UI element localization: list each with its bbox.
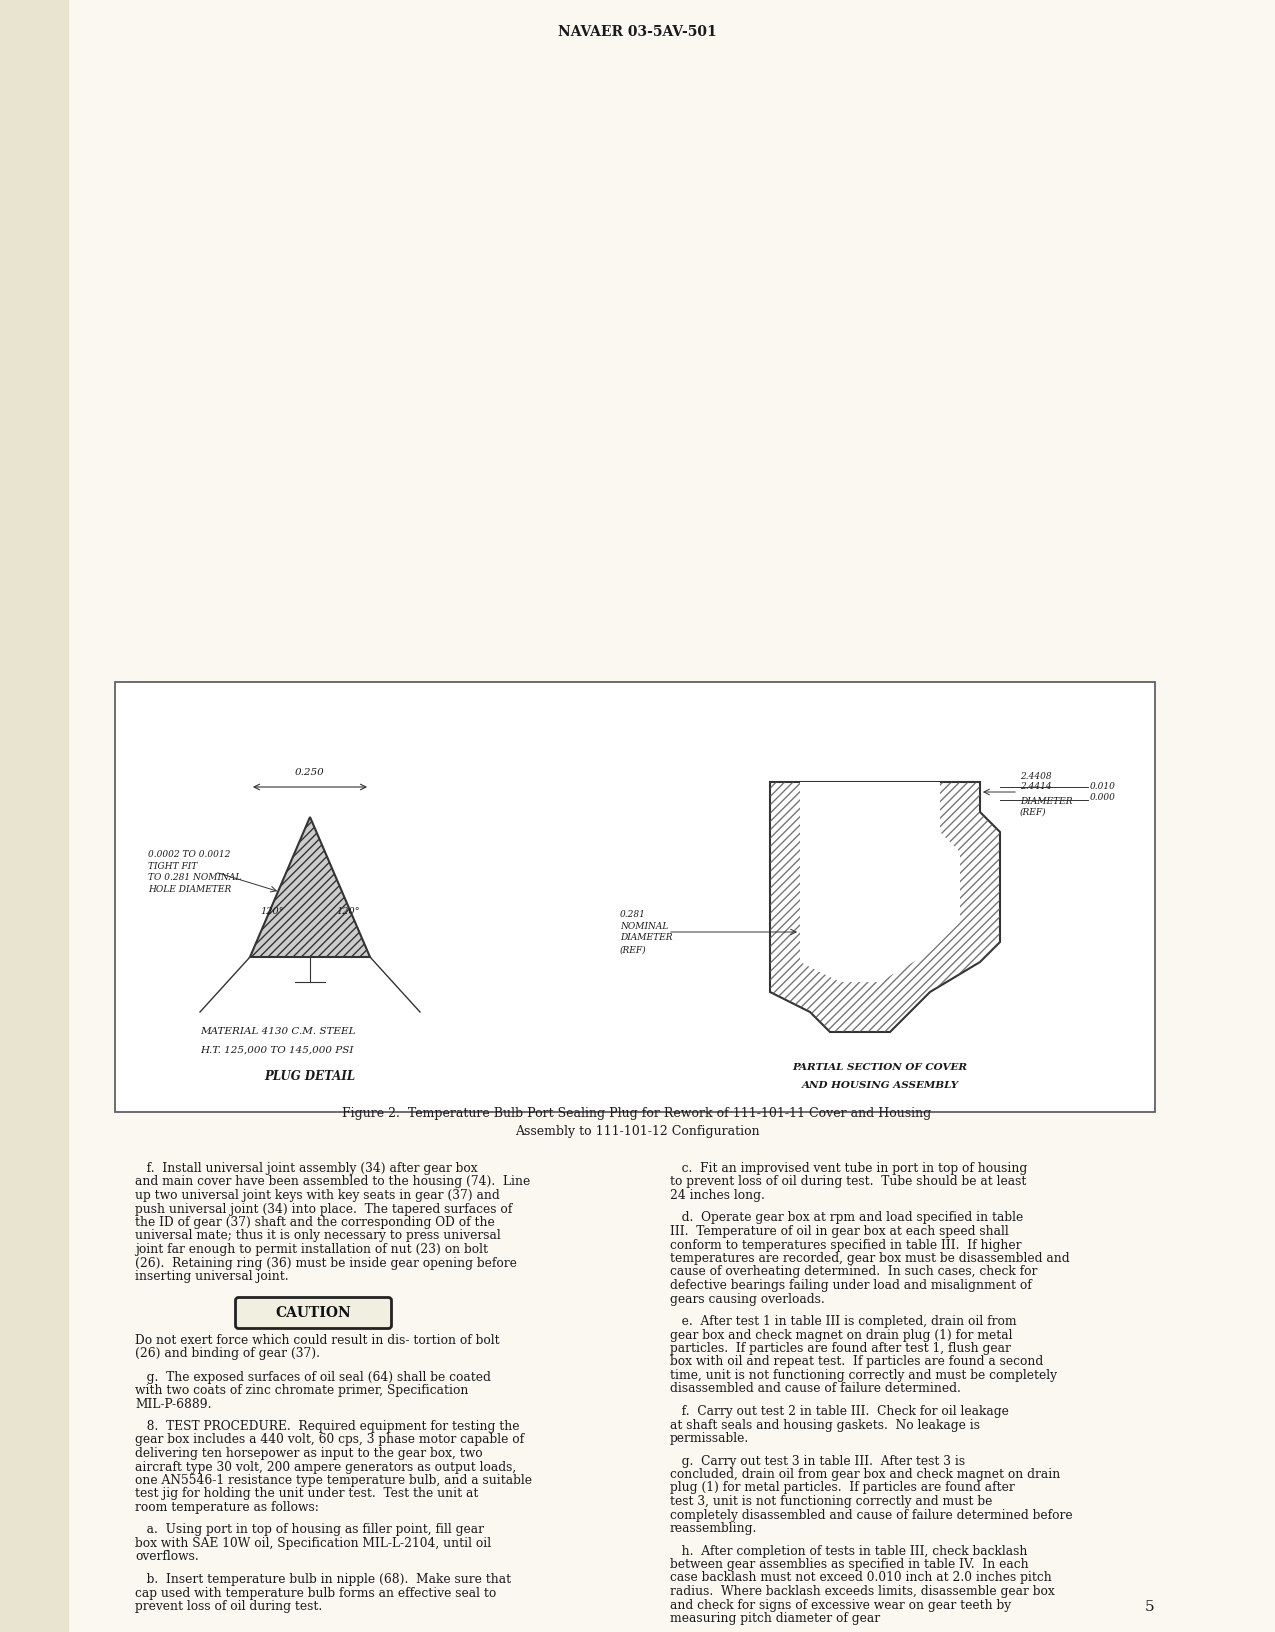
Text: joint far enough to permit installation of nut (23) on bolt: joint far enough to permit installation … [135,1244,488,1257]
Text: reassembling.: reassembling. [669,1523,757,1536]
Text: cause of overheating determined.  In such cases, check for: cause of overheating determined. In such… [669,1265,1038,1278]
Bar [0,0,68,1632]
Text: one AN5546-1 resistance type temperature bulb, and a suitable: one AN5546-1 resistance type temperature… [135,1474,532,1487]
Text: 120°: 120° [260,907,284,917]
Text: conform to temperatures specified in table III.  If higher: conform to temperatures specified in tab… [669,1239,1021,1252]
Text: e.  After test 1 in table III is completed, drain oil from: e. After test 1 in table III is complete… [669,1315,1016,1328]
Text: 8.  TEST PROCEDURE.  Required equipment for testing the: 8. TEST PROCEDURE. Required equipment fo… [135,1420,519,1433]
Text: gear box and check magnet on drain plug (1) for metal: gear box and check magnet on drain plug … [669,1328,1012,1342]
Text: AND HOUSING ASSEMBLY: AND HOUSING ASSEMBLY [802,1080,959,1090]
Text: delivering ten horsepower as input to the gear box, two: delivering ten horsepower as input to th… [135,1448,483,1461]
Text: g.  Carry out test 3 in table III.  After test 3 is: g. Carry out test 3 in table III. After … [669,1454,965,1467]
Text: case backlash must not exceed 0.010 inch at 2.0 inches pitch: case backlash must not exceed 0.010 inch… [669,1572,1052,1585]
Text: Do not exert force which could result in dis- tortion of bolt: Do not exert force which could result in… [135,1333,500,1346]
FancyBboxPatch shape [236,1297,391,1328]
Bar [115,682,1155,1111]
Text: cap used with temperature bulb forms an effective seal to: cap used with temperature bulb forms an … [135,1586,496,1599]
Text: permissable.: permissable. [669,1431,750,1444]
Polygon shape [770,782,1000,1031]
Text: the ID of gear (37) shaft and the corresponding OD of the: the ID of gear (37) shaft and the corres… [135,1216,495,1229]
Text: test jig for holding the unit under test.  Test the unit at: test jig for holding the unit under test… [135,1487,478,1500]
Text: 0.0002 TO 0.0012
TIGHT FIT
TO 0.281 NOMINAL
HOLE DIAMETER: 0.0002 TO 0.0012 TIGHT FIT TO 0.281 NOMI… [148,850,241,894]
Text: and check for signs of excessive wear on gear teeth by: and check for signs of excessive wear on… [669,1598,1011,1611]
Text: between gear assemblies as specified in table IV.  In each: between gear assemblies as specified in … [669,1559,1029,1572]
Text: and main cover have been assembled to the housing (74).  Line: and main cover have been assembled to th… [135,1175,530,1188]
Text: 0.010
0.000: 0.010 0.000 [1090,782,1116,801]
Text: room temperature as follows:: room temperature as follows: [135,1501,319,1514]
Text: to prevent loss of oil during test.  Tube should be at least: to prevent loss of oil during test. Tube… [669,1175,1026,1188]
Text: (26).  Retaining ring (36) must be inside gear opening before: (26). Retaining ring (36) must be inside… [135,1257,516,1270]
Text: a.  Using port in top of housing as filler point, fill gear: a. Using port in top of housing as fille… [135,1524,484,1536]
Text: temperatures are recorded, gear box must be disassembled and: temperatures are recorded, gear box must… [669,1252,1070,1265]
Text: time, unit is not functioning correctly and must be completely: time, unit is not functioning correctly … [669,1369,1057,1382]
Text: MIL-P-6889.: MIL-P-6889. [135,1397,212,1410]
Text: overflows.: overflows. [135,1550,199,1563]
Text: NAVAER 03-5AV-501: NAVAER 03-5AV-501 [557,24,717,39]
Text: H.T. 125,000 TO 145,000 PSI: H.T. 125,000 TO 145,000 PSI [200,1046,353,1054]
Text: prevent loss of oil during test.: prevent loss of oil during test. [135,1599,323,1612]
Text: f.  Install universal joint assembly (34) after gear box: f. Install universal joint assembly (34)… [135,1162,478,1175]
Text: f.  Carry out test 2 in table III.  Check for oil leakage: f. Carry out test 2 in table III. Check … [669,1405,1009,1418]
Text: aircraft type 30 volt, 200 ampere generators as output loads,: aircraft type 30 volt, 200 ampere genera… [135,1461,516,1474]
Text: defective bearings failing under load and misalignment of: defective bearings failing under load an… [669,1279,1031,1293]
Text: g.  The exposed surfaces of oil seal (64) shall be coated: g. The exposed surfaces of oil seal (64)… [135,1371,491,1384]
Text: box with SAE 10W oil, Specification MIL-L-2104, until oil: box with SAE 10W oil, Specification MIL-… [135,1537,491,1550]
Text: 24 inches long.: 24 inches long. [669,1190,765,1203]
Text: 5: 5 [1145,1599,1155,1614]
Text: inserting universal joint.: inserting universal joint. [135,1270,288,1283]
Text: III.  Temperature of oil in gear box at each speed shall: III. Temperature of oil in gear box at e… [669,1226,1009,1239]
Text: 2.4408
2.4414: 2.4408 2.4414 [1020,772,1052,792]
Text: push universal joint (34) into place.  The tapered surfaces of: push universal joint (34) into place. Th… [135,1203,513,1216]
Text: particles.  If particles are found after test 1, flush gear: particles. If particles are found after … [669,1342,1011,1355]
Text: gears causing overloads.: gears causing overloads. [669,1293,825,1306]
Text: c.  Fit an improvised vent tube in port in top of housing: c. Fit an improvised vent tube in port i… [669,1162,1028,1175]
Text: up two universal joint keys with key seats in gear (37) and: up two universal joint keys with key sea… [135,1190,500,1203]
Text: b.  Insert temperature bulb in nipple (68).  Make sure that: b. Insert temperature bulb in nipple (68… [135,1573,511,1586]
Text: PARTIAL SECTION OF COVER: PARTIAL SECTION OF COVER [793,1062,968,1072]
Text: (26) and binding of gear (37).: (26) and binding of gear (37). [135,1346,320,1359]
Text: plug (1) for metal particles.  If particles are found after: plug (1) for metal particles. If particl… [669,1482,1015,1495]
Text: DIAMETER
(REF): DIAMETER (REF) [1020,796,1072,816]
Text: radius.  Where backlash exceeds limits, disassemble gear box: radius. Where backlash exceeds limits, d… [669,1585,1054,1598]
Text: d.  Operate gear box at rpm and load specified in table: d. Operate gear box at rpm and load spec… [669,1211,1024,1224]
Text: gear box includes a 440 volt, 60 cps, 3 phase motor capable of: gear box includes a 440 volt, 60 cps, 3 … [135,1433,524,1446]
Text: PLUG DETAIL: PLUG DETAIL [264,1071,356,1084]
Text: disassembled and cause of failure determined.: disassembled and cause of failure determ… [669,1382,961,1395]
Text: completely disassembled and cause of failure determined before: completely disassembled and cause of fai… [669,1508,1072,1521]
Text: test 3, unit is not functioning correctly and must be: test 3, unit is not functioning correctl… [669,1495,992,1508]
Polygon shape [250,818,370,956]
Text: box with oil and repeat test.  If particles are found a second: box with oil and repeat test. If particl… [669,1356,1043,1369]
Text: 0.281
NOMINAL
DIAMETER
(REF): 0.281 NOMINAL DIAMETER (REF) [620,909,672,955]
Text: measuring pitch diameter of gear: measuring pitch diameter of gear [669,1612,880,1625]
Text: concluded, drain oil from gear box and check magnet on drain: concluded, drain oil from gear box and c… [669,1469,1061,1480]
Text: CAUTION: CAUTION [275,1306,352,1320]
Text: universal mate; thus it is only necessary to press universal: universal mate; thus it is only necessar… [135,1229,501,1242]
Text: with two coats of zinc chromate primer, Specification: with two coats of zinc chromate primer, … [135,1384,468,1397]
Text: 120°: 120° [337,907,360,917]
Text: at shaft seals and housing gaskets.  No leakage is: at shaft seals and housing gaskets. No l… [669,1418,980,1431]
Text: h.  After completion of tests in table III, check backlash: h. After completion of tests in table II… [669,1544,1028,1557]
Text: 0.250: 0.250 [295,769,325,777]
Text: Figure 2.  Temperature Bulb Port Sealing Plug for Rework of 111-101-11 Cover and: Figure 2. Temperature Bulb Port Sealing … [343,1106,932,1138]
Text: MATERIAL 4130 C.M. STEEL: MATERIAL 4130 C.M. STEEL [200,1028,356,1036]
Polygon shape [799,782,960,982]
